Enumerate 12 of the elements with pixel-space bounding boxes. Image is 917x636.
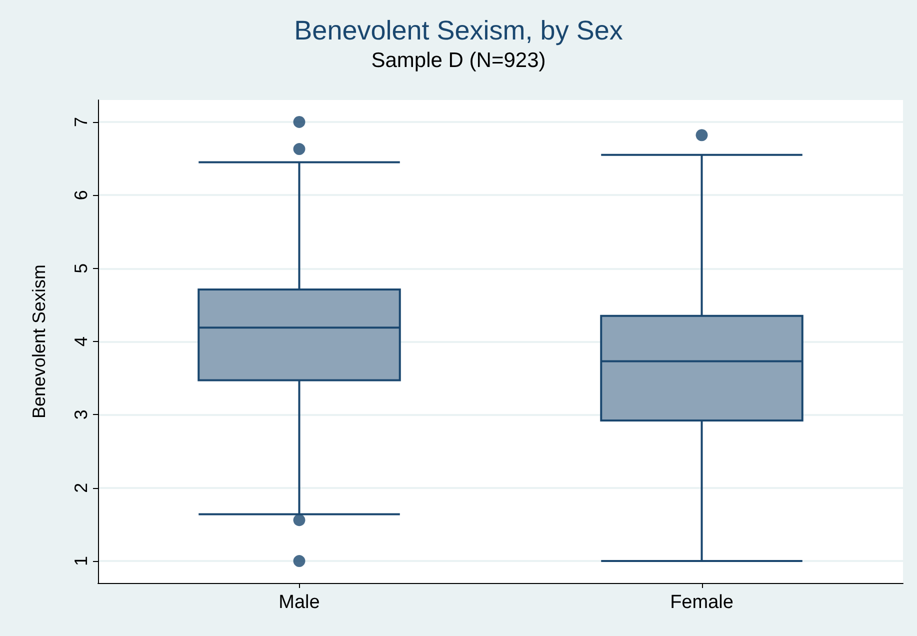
chart-subtitle: Sample D (N=923) bbox=[371, 49, 546, 72]
y-tick-label: 2 bbox=[71, 482, 91, 493]
x-tick-label: Male bbox=[278, 592, 320, 613]
y-tick-label: 3 bbox=[71, 410, 91, 420]
y-tick-label: 5 bbox=[71, 263, 91, 274]
y-axis-title: Benevolent Sexism bbox=[29, 264, 49, 419]
y-tick-label: 1 bbox=[71, 556, 91, 566]
y-tick-label: 4 bbox=[71, 336, 91, 347]
y-tick-label: 6 bbox=[71, 190, 91, 200]
x-tick-label: Female bbox=[670, 592, 734, 613]
chart-title: Benevolent Sexism, by Sex bbox=[294, 16, 624, 46]
y-tick-label: 7 bbox=[71, 116, 91, 127]
